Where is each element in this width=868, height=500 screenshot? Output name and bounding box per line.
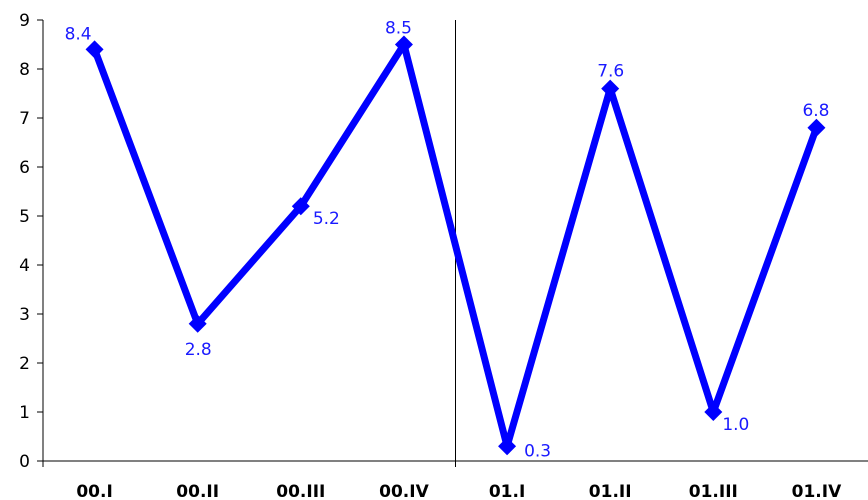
data-point-marker [188,314,207,333]
y-tick-label: 3 [19,305,30,325]
x-category-label: 00.III [276,482,325,500]
data-point-marker [498,437,517,456]
data-point-marker [85,40,104,59]
x-category-label: 00.II [176,482,219,500]
data-label: 8.4 [65,24,92,44]
x-category-label: 01.IV [792,482,842,500]
y-tick-label: 8 [19,60,30,80]
x-category-label: 01.II [589,482,632,500]
data-label: 8.5 [385,19,412,39]
y-tick-label: 2 [19,354,30,374]
x-category-label: 01.I [489,482,525,500]
data-labels: 8.4 2.8 5.2 8.5 0.3 7.6 1.0 6.8 [65,19,830,462]
y-tick-label: 5 [19,207,30,227]
data-label: 0.3 [524,441,551,461]
data-label: 6.8 [802,101,829,121]
x-category-label: 01.III [689,482,738,500]
data-point-marker [291,197,310,216]
data-point-marker [601,79,620,98]
y-tick-label: 1 [19,403,30,423]
series [85,35,826,456]
data-point-marker [704,403,723,421]
y-tick-label: 6 [19,158,30,178]
y-tick-label: 0 [19,452,30,472]
data-point-marker [394,35,413,54]
y-axis-ticks: 0 1 2 3 4 5 6 7 8 9 [19,11,43,472]
y-tick-label: 4 [19,256,30,276]
data-label: 1.0 [722,415,749,435]
data-label: 7.6 [597,62,624,82]
x-category-label: 00.IV [379,482,429,500]
data-label: 5.2 [313,209,340,229]
y-tick-label: 7 [19,109,30,129]
data-label: 2.8 [185,340,212,360]
y-tick-label: 9 [19,11,30,31]
series-line [91,41,820,450]
data-point-marker [807,118,826,137]
x-category-label: 00.I [76,482,112,500]
x-axis-labels: 00.I 00.II 00.III 00.IV 01.I 01.II 01.III 01.IV [76,482,842,500]
